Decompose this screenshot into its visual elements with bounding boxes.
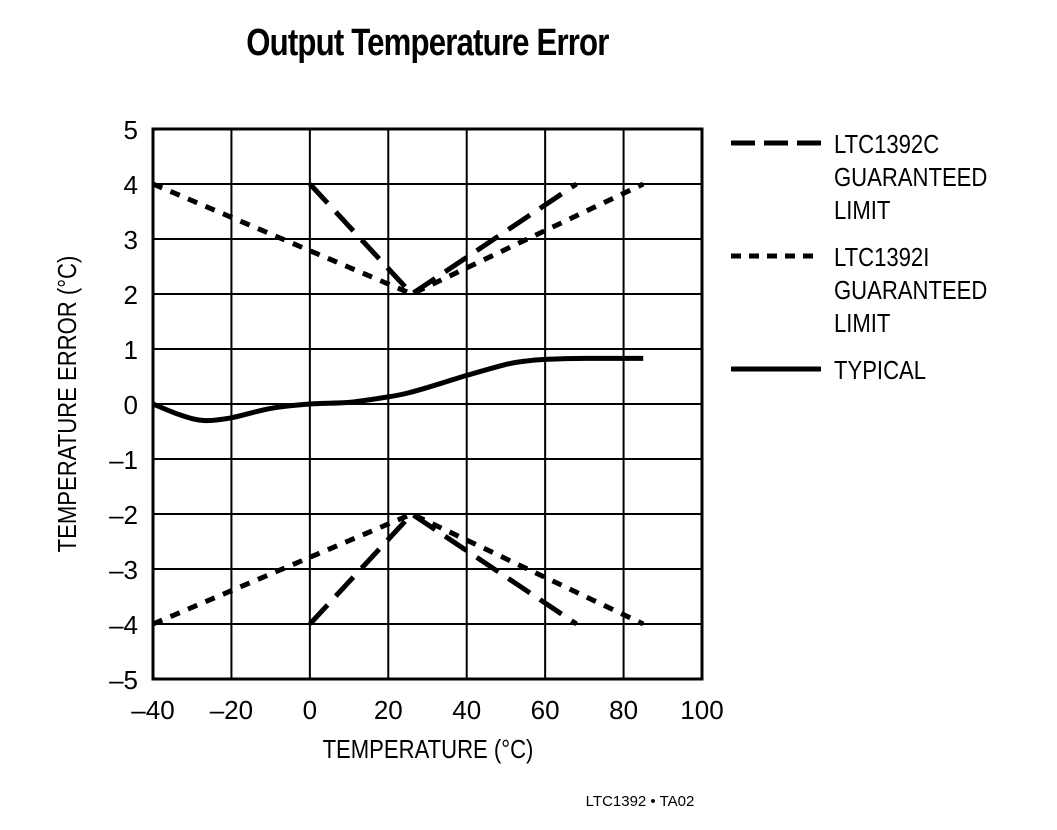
- x-tick-label: 20: [374, 695, 403, 725]
- x-tick-label: 60: [531, 695, 560, 725]
- ltc1392c-limit-lower: [308, 511, 578, 627]
- plot-frame: [151, 127, 704, 681]
- y-tick-label: 4: [124, 170, 138, 200]
- y-tick-label: 0: [124, 390, 138, 420]
- y-axis-ticks: 5 4 3 2 1 0 –1 –2 –3 –4 –5: [109, 115, 138, 695]
- legend-item: LTC1392C GUARANTEED LIMIT: [731, 130, 987, 225]
- y-tick-label: –2: [109, 500, 138, 530]
- x-tick-label: 80: [609, 695, 638, 725]
- y-tick-label: –1: [109, 445, 138, 475]
- ltc1392c-limit-upper: [308, 181, 578, 297]
- legend-label: TYPICAL: [834, 356, 926, 385]
- legend-label: GUARANTEED: [834, 276, 987, 305]
- data-series: [152, 181, 645, 627]
- x-tick-label: –40: [131, 695, 174, 725]
- x-tick-label: 100: [680, 695, 723, 725]
- y-tick-label: –3: [109, 555, 138, 585]
- legend-label: LTC1392C: [834, 130, 939, 159]
- legend-label: LIMIT: [834, 309, 891, 338]
- y-tick-label: 2: [124, 280, 138, 310]
- footnote: LTC1392 • TA02: [586, 793, 695, 810]
- y-tick-label: –5: [109, 665, 138, 695]
- grid-lines: [152, 128, 703, 680]
- y-tick-label: 5: [124, 115, 138, 145]
- legend-label: GUARANTEED: [834, 163, 987, 192]
- typical-curve: [152, 355, 644, 424]
- chart-title: Output Temperature Error: [246, 22, 609, 64]
- x-tick-label: 0: [303, 695, 317, 725]
- y-tick-label: –4: [109, 610, 138, 640]
- x-tick-label: 40: [452, 695, 481, 725]
- legend: LTC1392C GUARANTEED LIMIT LTC1392I GUARANTEE…: [731, 130, 987, 385]
- legend-label: LIMIT: [834, 196, 891, 225]
- y-axis-label: TEMPERATURE ERROR (°C): [53, 256, 82, 553]
- x-axis-label: TEMPERATURE (°C): [323, 735, 534, 764]
- legend-label: LTC1392I: [834, 243, 929, 272]
- legend-item: LTC1392I GUARANTEED LIMIT: [731, 243, 987, 338]
- y-tick-label: 3: [124, 225, 138, 255]
- x-tick-label: –20: [210, 695, 253, 725]
- x-axis-ticks: –40 –20 0 20 40 60 80 100: [131, 695, 723, 725]
- legend-item: TYPICAL: [731, 356, 926, 385]
- y-tick-label: 1: [124, 335, 138, 365]
